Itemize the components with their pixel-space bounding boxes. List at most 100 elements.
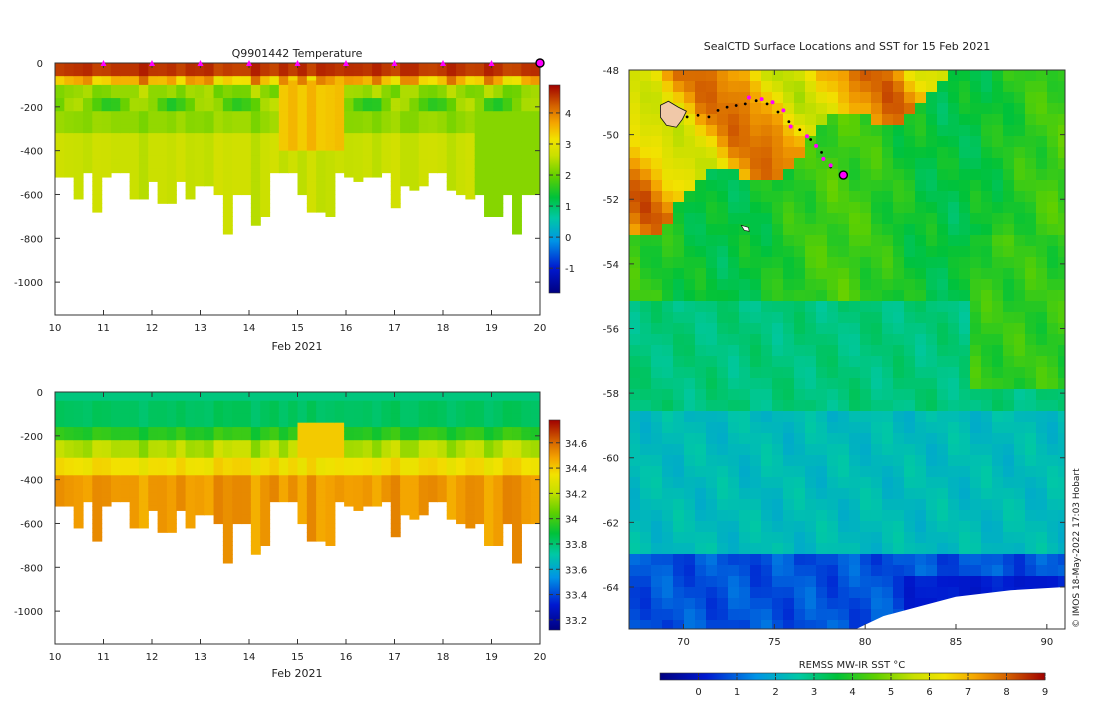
sst-cell <box>1003 532 1015 544</box>
section-cell <box>158 449 168 454</box>
section-cell <box>64 138 74 143</box>
section-cell <box>242 493 252 498</box>
section-cell <box>447 102 457 107</box>
section-cell <box>158 519 168 524</box>
section-cell <box>251 497 261 502</box>
section-cell <box>270 67 280 72</box>
section-cell <box>419 467 429 472</box>
section-cell <box>325 502 335 507</box>
sst-cell <box>695 356 707 368</box>
section-cell <box>158 414 168 419</box>
sst-cell <box>728 466 740 478</box>
sst-cell <box>728 477 740 489</box>
section-cell <box>92 458 102 463</box>
section-cell <box>223 401 233 406</box>
sst-cell <box>959 279 971 291</box>
x-tick-label: 17 <box>388 652 401 663</box>
sst-cell <box>871 279 883 291</box>
section-cell <box>307 142 317 147</box>
section-cell <box>148 475 158 480</box>
sst-cell <box>772 499 784 511</box>
sst-cell <box>915 400 927 412</box>
section-cell <box>381 142 391 147</box>
sst-cell <box>673 169 685 181</box>
section-cell <box>456 471 466 476</box>
x-tick-label: 19 <box>485 323 498 334</box>
section-cell <box>419 85 429 90</box>
section-cell <box>447 427 457 432</box>
section-cell <box>325 142 335 147</box>
section-cell <box>325 116 335 121</box>
section-cell <box>102 436 112 441</box>
section-cell <box>344 124 354 129</box>
section-cell <box>270 449 280 454</box>
sst-cell <box>882 202 894 214</box>
sst-cell <box>915 279 927 291</box>
section-cell <box>120 81 130 86</box>
sst-cell <box>728 367 740 379</box>
section-cell <box>251 98 261 103</box>
section-cell <box>167 181 177 186</box>
sst-cell <box>904 224 916 236</box>
sst-cell <box>882 136 894 148</box>
section-cell <box>512 138 522 143</box>
section-cell <box>158 173 168 178</box>
section-cell <box>102 173 112 178</box>
section-cell <box>465 181 475 186</box>
sst-cell <box>1014 455 1026 467</box>
sst-cell <box>992 147 1004 159</box>
section-cell <box>409 392 419 397</box>
sst-cell <box>893 378 905 390</box>
section-cell <box>204 98 214 103</box>
sst-cell <box>992 345 1004 357</box>
section-cell <box>512 532 522 537</box>
sst-cell <box>629 257 641 269</box>
sst-cell <box>1058 147 1070 159</box>
sst-cell <box>662 70 674 82</box>
section-cell <box>139 502 149 507</box>
section-cell <box>158 423 168 428</box>
section-cell <box>344 445 354 450</box>
section-cell <box>195 401 205 406</box>
y-tick-label: -600 <box>20 190 43 201</box>
sst-cell <box>1014 521 1026 533</box>
section-cell <box>335 85 345 90</box>
section-cell <box>456 427 466 432</box>
sst-cell <box>992 389 1004 401</box>
section-cell <box>484 427 494 432</box>
section-cell <box>363 159 373 164</box>
sst-cell <box>970 510 982 522</box>
sst-cell <box>992 279 1004 291</box>
section-cell <box>298 510 308 515</box>
sst-cell <box>772 224 784 236</box>
section-cell <box>92 467 102 472</box>
section-cell <box>437 111 447 116</box>
sst-cell <box>838 356 850 368</box>
temperature-xlabel: Feb 2021 <box>272 340 323 353</box>
sst-cell <box>1003 510 1015 522</box>
sst-cell <box>959 301 971 313</box>
section-cell <box>484 515 494 520</box>
section-cell <box>353 493 363 498</box>
section-cell <box>232 467 242 472</box>
section-cell <box>223 396 233 401</box>
section-cell <box>214 67 224 72</box>
sst-cell <box>673 290 685 302</box>
section-cell <box>139 462 149 467</box>
sst-cell <box>816 169 828 181</box>
section-cell <box>512 67 522 72</box>
section-cell <box>214 405 224 410</box>
section-cell <box>493 449 503 454</box>
sst-cell <box>761 378 773 390</box>
section-cell <box>279 67 289 72</box>
sst-cell <box>794 312 806 324</box>
section-cell <box>307 515 317 520</box>
section-cell <box>242 181 252 186</box>
sst-cell <box>948 158 960 170</box>
sst-cell <box>981 477 993 489</box>
sst-cell <box>893 191 905 203</box>
sst-cell <box>728 499 740 511</box>
section-cell <box>400 392 410 397</box>
section-cell <box>251 506 261 511</box>
section-cell <box>465 488 475 493</box>
